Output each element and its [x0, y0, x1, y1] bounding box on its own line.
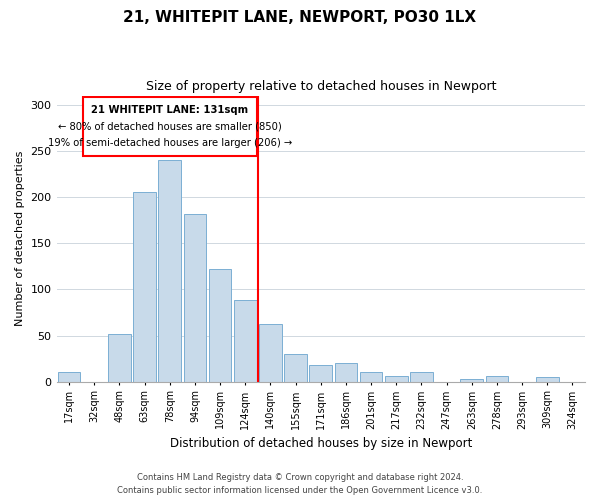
Bar: [234, 300, 257, 382]
Bar: [284, 354, 307, 382]
Bar: [460, 379, 483, 382]
Bar: [485, 376, 508, 382]
Bar: [58, 372, 80, 382]
Bar: [310, 365, 332, 382]
Text: 21, WHITEPIT LANE, NEWPORT, PO30 1LX: 21, WHITEPIT LANE, NEWPORT, PO30 1LX: [124, 10, 476, 25]
Title: Size of property relative to detached houses in Newport: Size of property relative to detached ho…: [146, 80, 496, 93]
FancyBboxPatch shape: [83, 98, 257, 156]
Y-axis label: Number of detached properties: Number of detached properties: [15, 151, 25, 326]
Bar: [209, 269, 232, 382]
Bar: [158, 160, 181, 382]
Text: 19% of semi-detached houses are larger (206) →: 19% of semi-detached houses are larger (…: [47, 138, 292, 148]
Text: 21 WHITEPIT LANE: 131sqm: 21 WHITEPIT LANE: 131sqm: [91, 105, 248, 115]
Text: Contains HM Land Registry data © Crown copyright and database right 2024.
Contai: Contains HM Land Registry data © Crown c…: [118, 474, 482, 495]
Bar: [184, 214, 206, 382]
Bar: [133, 192, 156, 382]
Text: ← 80% of detached houses are smaller (850): ← 80% of detached houses are smaller (85…: [58, 122, 281, 132]
Bar: [360, 372, 382, 382]
X-axis label: Distribution of detached houses by size in Newport: Distribution of detached houses by size …: [170, 437, 472, 450]
Bar: [335, 363, 357, 382]
Bar: [259, 324, 282, 382]
Bar: [385, 376, 407, 382]
Bar: [536, 377, 559, 382]
Bar: [108, 334, 131, 382]
Bar: [410, 372, 433, 382]
